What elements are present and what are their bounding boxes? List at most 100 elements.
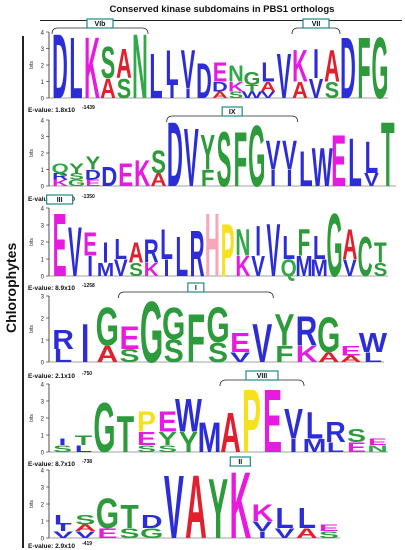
logo-letter: F [201, 166, 215, 191]
logo-letter: V [164, 458, 184, 550]
logo-letter: V [252, 519, 272, 535]
evalue-exponent: -738 [82, 459, 92, 465]
logo-letter: S [373, 260, 387, 281]
logo-letter: S [117, 75, 131, 105]
logo-letter: L [306, 406, 323, 448]
evalue-exponent: -1350 [82, 194, 95, 200]
domain-bracket [291, 27, 341, 35]
logo-letter: L [165, 41, 178, 97]
logo-letter: L [299, 142, 313, 198]
logo-letter: A [342, 222, 357, 269]
logo-letter: N [235, 222, 250, 264]
y-tick-label: 0 [41, 537, 45, 543]
logo-letter: I [59, 523, 67, 534]
logo-letter: A [212, 90, 228, 100]
logo-letter: F [357, 21, 370, 117]
logo-letter: A [318, 350, 340, 365]
evalue: E-value: 8.7x10 [28, 461, 75, 468]
logo-letter: M [97, 260, 114, 281]
logo-letter: E [119, 320, 139, 356]
logo-letter: T [374, 238, 387, 269]
y-tick-label: 2 [41, 503, 45, 509]
logo-letter: V [251, 252, 265, 283]
logo-letter: L [348, 124, 362, 201]
logo-letter: I [290, 436, 298, 457]
evalue: E-value: 2.1x10 [28, 373, 75, 380]
logo-letter: M [303, 436, 327, 457]
y-tick-label: 1 [41, 258, 45, 264]
logo-letter: V [343, 255, 357, 282]
logo-letter: A [74, 523, 96, 534]
logo-letter: D [212, 79, 228, 94]
logo-letter: W [242, 90, 263, 100]
logo-letter: I [87, 252, 93, 283]
logo-letter: V [53, 530, 73, 541]
logo-letter: L [175, 226, 188, 290]
logo-letter: E [341, 343, 361, 358]
logo-letter: H [205, 195, 220, 296]
logo-letter: G [317, 306, 340, 363]
logo-letter: S [229, 90, 243, 100]
logo-letter: K [292, 41, 308, 92]
logo-letter: K [228, 79, 244, 94]
domain-box [46, 194, 74, 205]
y-tick-label: 2 [41, 241, 45, 247]
logo-letter: G [206, 296, 229, 353]
logo-letter: M [295, 252, 312, 283]
logo-letter: D [141, 511, 163, 532]
domain-label: VIb [95, 21, 106, 28]
logo-letter: I [258, 530, 266, 541]
logo-letter: I [313, 41, 319, 87]
logo-letter: Y [200, 126, 215, 182]
logo-letter: V [252, 314, 272, 375]
logo-letter: S [158, 444, 177, 454]
logo-letter: Y [86, 154, 101, 174]
logo-letter: E [118, 157, 133, 193]
logo-letter: L [149, 42, 162, 113]
y-tick-label: 0 [41, 97, 45, 103]
logo-letter: E [347, 439, 366, 455]
logo-letter: I [255, 219, 261, 266]
domain-label: IX [229, 109, 236, 116]
logo-letter: I [169, 82, 175, 102]
logo-letter: A [185, 458, 207, 550]
logo-letter: L [365, 131, 379, 183]
logo-letter: D [101, 162, 117, 193]
logo-letter: S [75, 512, 95, 528]
logo-letter: N [228, 61, 244, 87]
logo-letter: P [137, 407, 156, 439]
logo-letter: V [275, 525, 295, 541]
logo-letter: F [298, 222, 311, 264]
y-tick-label: 0 [41, 361, 45, 367]
logo-letter: S [319, 530, 339, 541]
logo-letter: I [286, 166, 292, 191]
logo-letter: R [144, 232, 159, 269]
logo-letter: K [296, 341, 318, 367]
y-tick-label: 4 [41, 469, 45, 475]
logo-letter: F [187, 301, 205, 377]
y-tick-label: 4 [41, 383, 45, 389]
logo-letter: V [364, 171, 379, 191]
logo-letter: L [69, 21, 82, 117]
logo-letter: V [68, 214, 82, 293]
logo-letter: E [368, 437, 387, 447]
y-tick-label: 4 [41, 31, 45, 37]
logo-letter: A [220, 400, 241, 464]
logo-letter: W [359, 328, 388, 359]
logo-letter: I [185, 86, 191, 101]
logo-letter: L [298, 504, 316, 535]
title-divider [40, 20, 402, 21]
logo-letter: S [129, 260, 143, 281]
logo-letter: I [103, 238, 109, 269]
logo-letter: T [120, 497, 138, 535]
logo-letter: E [319, 523, 339, 534]
y-tick-label: 2 [41, 152, 45, 158]
logo-letter: S [120, 525, 140, 541]
logo-letter: E [230, 328, 250, 359]
y-axis-label: bits [29, 149, 35, 157]
